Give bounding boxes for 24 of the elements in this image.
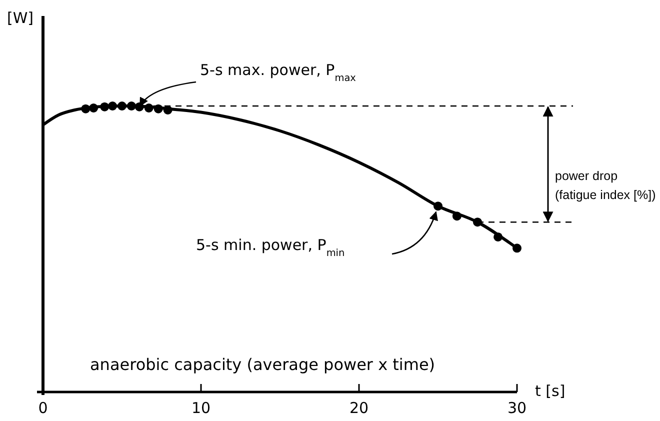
x-axis-title: t [s] <box>535 382 566 400</box>
annotation: anaerobic capacity (average power x time) <box>90 355 436 374</box>
x-tick-label: 30 <box>507 399 527 417</box>
point <box>512 244 522 253</box>
point <box>154 104 163 114</box>
text: [W] <box>7 9 34 27</box>
point <box>100 102 110 112</box>
point <box>81 104 90 114</box>
point <box>118 102 126 110</box>
point <box>452 212 462 221</box>
x-tick-label: 10 <box>191 399 211 417</box>
point <box>144 104 154 112</box>
point <box>473 218 482 227</box>
point <box>126 102 136 110</box>
point <box>108 102 118 110</box>
text: power drop (fatigue index [%]) <box>555 169 656 202</box>
point <box>163 106 172 115</box>
point <box>434 202 442 211</box>
point <box>89 104 98 112</box>
point <box>494 232 503 242</box>
annotation: 5-s min. power, P$_{min}$ <box>196 236 345 258</box>
text: 5-s max. power, P$_{max}$ <box>200 61 356 84</box>
x-tick-label: 0 <box>38 399 48 417</box>
x-tick-label: 20 <box>349 399 369 417</box>
